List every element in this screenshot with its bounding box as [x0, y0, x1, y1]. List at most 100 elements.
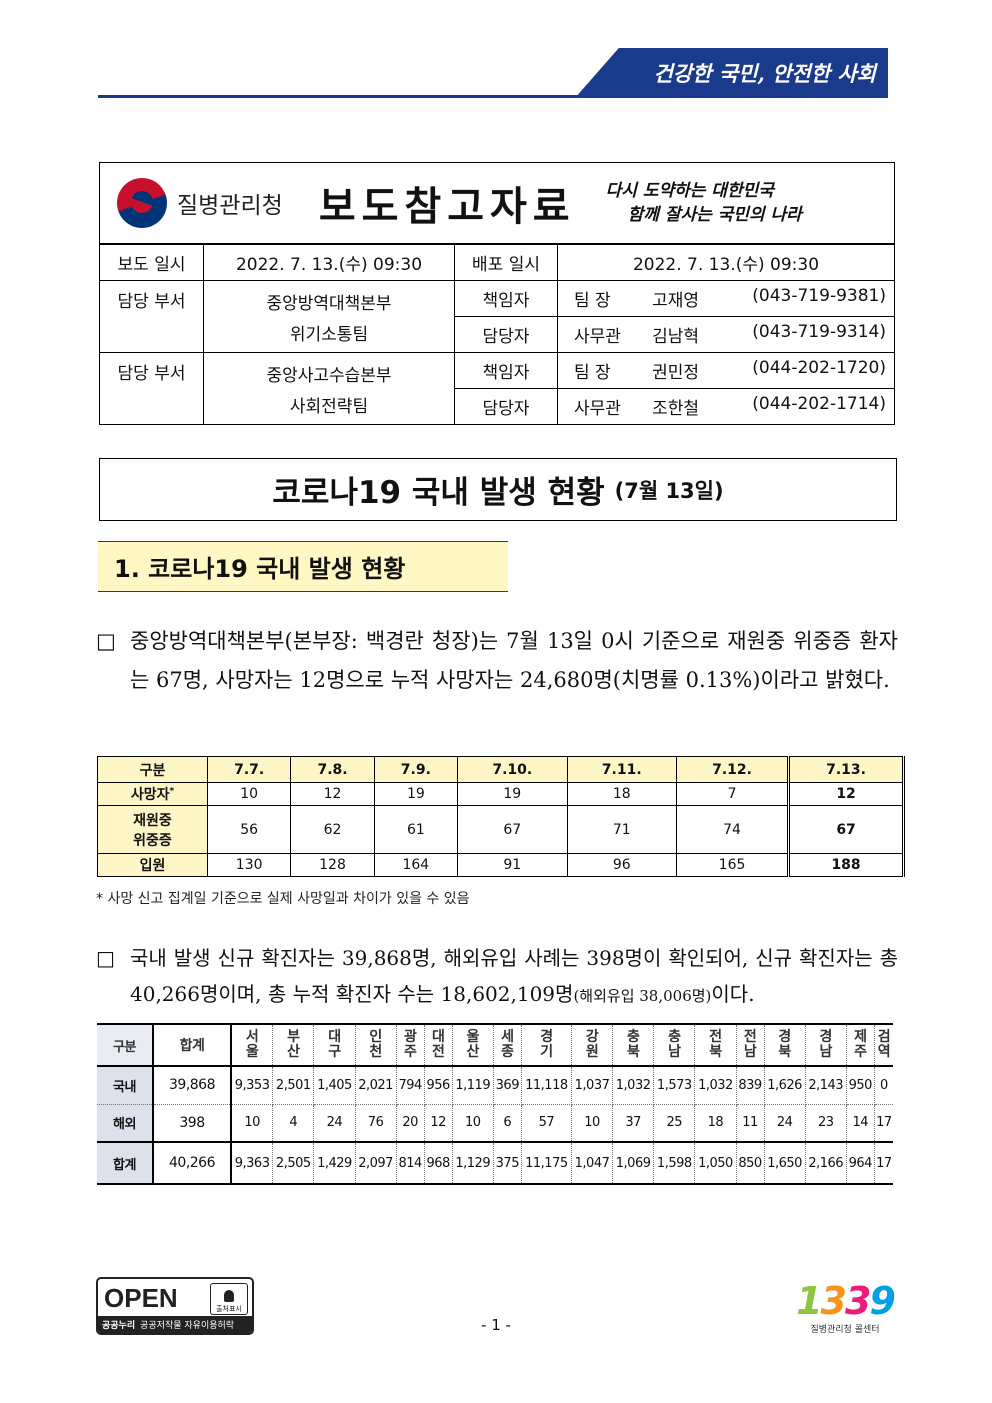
- regional-cell: 2,021: [355, 1066, 397, 1105]
- checkbox-bullet-icon: □: [96, 629, 116, 653]
- regional-cell: 12: [424, 1104, 453, 1143]
- paragraph-2-small: (해외유입 38,006명): [573, 987, 712, 1005]
- regional-cell: 24: [764, 1104, 806, 1143]
- region-header-char: 주: [854, 1044, 867, 1060]
- dept-label: 담당 부서: [99, 280, 204, 353]
- regional-cell: 1,573: [653, 1066, 696, 1105]
- regional-cell: 1,032: [612, 1066, 655, 1105]
- person-icon: [224, 1290, 234, 1302]
- main-title-box: 코로나19 국내 발생 현황 (7월 13일): [99, 458, 897, 521]
- row-label-line-2: 위중증: [133, 832, 172, 849]
- region-header-char: 충: [626, 1029, 640, 1045]
- regional-cell: 4: [272, 1104, 315, 1143]
- dept-2-line-2: 사회전략팀: [289, 396, 369, 417]
- stat-header-cell: 7.8.: [290, 756, 375, 783]
- region-header-char: 주: [403, 1044, 417, 1060]
- main-title-date: (7월 13일): [614, 478, 724, 503]
- report-time: 2022. 7. 13.(수) 09:30: [203, 244, 455, 281]
- main-title: 코로나19 국내 발생 현황: [272, 475, 605, 511]
- stat-cell: 128: [290, 853, 375, 877]
- regional-cell: 839: [736, 1066, 765, 1105]
- stat-cell: 71: [566, 805, 677, 854]
- stat-cell: 7: [675, 782, 790, 806]
- stat-header-cell: 7.7.: [206, 756, 292, 783]
- region-header-char: 전: [743, 1029, 757, 1045]
- region-header-char: 남: [819, 1044, 833, 1060]
- contact-title: 사무관: [574, 327, 621, 347]
- regional-cell: 57: [521, 1104, 572, 1143]
- attribution-box: 출처표시: [210, 1283, 248, 1315]
- region-header-char: 전: [709, 1029, 722, 1045]
- stat-cell: 188: [787, 853, 905, 877]
- contact-title: 팀 장: [574, 291, 611, 311]
- regional-cell: 11,118: [521, 1066, 572, 1105]
- region-header-char: 검: [877, 1029, 891, 1045]
- stat-cell: 165: [675, 853, 790, 877]
- regional-row: 합계 40,266 9,363 2,505 1,429 2,097 814 968 1,129 3…: [97, 1141, 893, 1185]
- contact-name: 조한철: [652, 399, 700, 419]
- stat-header-cell: 구분: [97, 756, 208, 783]
- stat-cell: 56: [206, 805, 292, 854]
- regional-cell: 1,047: [571, 1141, 614, 1185]
- regional-cell: 17: [874, 1141, 893, 1185]
- regional-row: 국내 39,868 9,353 2,501 1,405 2,021 794 956 1,119 3…: [97, 1066, 893, 1105]
- slogan-banner: 건강한 국민, 안전한 사회: [575, 48, 888, 98]
- region-header-char: 산: [287, 1044, 300, 1060]
- region-header-char: 세: [501, 1029, 514, 1045]
- motto-line-2: 함께 잘사는 국민의 나라: [627, 205, 802, 225]
- stat-header-cell: 7.10.: [457, 756, 568, 783]
- region-header-char: 종: [501, 1044, 514, 1060]
- regional-cell: 1,050: [694, 1141, 737, 1185]
- region-header-char: 부: [287, 1029, 300, 1045]
- regional-cell: 10: [231, 1104, 274, 1143]
- attribution-label: 출처표시: [216, 1305, 242, 1313]
- responsible-label: 책임자: [454, 352, 558, 389]
- stat-header-cell: 7.11.: [566, 756, 677, 783]
- region-header-char: 경: [778, 1029, 791, 1045]
- region-header-char: 경: [540, 1029, 553, 1045]
- regional-row-label: 해외: [97, 1104, 154, 1143]
- regional-row-total: 398: [153, 1104, 232, 1143]
- paragraph-1-text: 중앙방역대책본부(본부장: 백경란 청장)는 7월 13일 0시 기준으로 재원…: [130, 629, 898, 692]
- open-license-badge: OPEN 출처표시 공공누리 공공저작물 자유이용허락: [96, 1277, 254, 1335]
- call-digit: 1: [796, 1279, 822, 1323]
- stat-header-cell: 7.9.: [373, 756, 459, 783]
- report-time-label: 보도 일시: [99, 244, 204, 281]
- regional-cell: 1,598: [653, 1141, 696, 1185]
- dist-time-label: 배포 일시: [454, 244, 558, 281]
- regional-cell: 2,097: [355, 1141, 397, 1185]
- regional-cell: 18: [694, 1104, 737, 1143]
- contact-phone: (043-719-9314): [752, 322, 886, 342]
- contact-title: 팀 장: [574, 363, 611, 383]
- regional-cell: 20: [396, 1104, 425, 1143]
- contact-phone: (043-719-9381): [752, 286, 886, 306]
- region-header-char: 광: [403, 1029, 417, 1045]
- stat-cell: 12: [787, 782, 905, 806]
- staff-label: 담당자: [454, 388, 558, 425]
- row-label-text: 사망자: [130, 787, 170, 803]
- contact-phone: (044-202-1720): [752, 358, 886, 378]
- stat-cell: 91: [457, 853, 568, 877]
- regional-total-header: 합계: [153, 1023, 232, 1067]
- page-number: - 1 -: [481, 1316, 511, 1334]
- regional-cell: 850: [736, 1141, 765, 1185]
- paragraph-1: □ 중앙방역대책본부(본부장: 백경란 청장)는 7월 13일 0시 기준으로 …: [96, 622, 898, 700]
- contact-phone: (044-202-1714): [752, 394, 886, 414]
- stat-cell: 12: [290, 782, 375, 806]
- region-header-char: 남: [743, 1044, 757, 1060]
- regional-cell: 1,032: [694, 1066, 737, 1105]
- regional-cell: 968: [424, 1141, 453, 1185]
- stat-row-label: 사망자*: [97, 782, 208, 806]
- kdca-logo-icon: [117, 178, 167, 228]
- stat-cell: 96: [566, 853, 677, 877]
- regional-cell: 0: [874, 1066, 893, 1105]
- stat-cell: 19: [373, 782, 459, 806]
- regional-cell: 1,650: [764, 1141, 806, 1185]
